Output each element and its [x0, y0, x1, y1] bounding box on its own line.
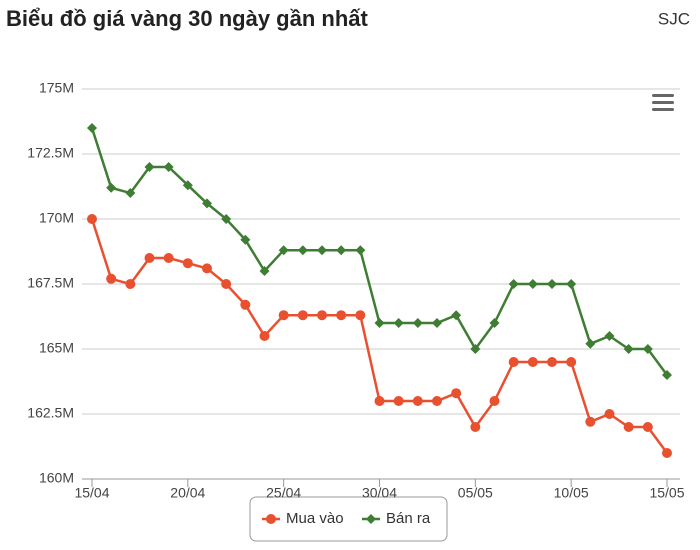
point: [297, 245, 308, 256]
point: [662, 370, 672, 380]
point: [547, 357, 557, 367]
point: [547, 279, 557, 289]
y-tick-label: 172.5M: [27, 145, 74, 161]
point: [163, 253, 174, 263]
menu-bar: [652, 101, 674, 104]
point: [604, 331, 615, 341]
point: [412, 396, 423, 406]
y-tick-label: 165M: [39, 340, 74, 356]
point: [336, 310, 347, 321]
point: [259, 331, 270, 341]
point: [623, 422, 634, 432]
point: [489, 318, 500, 328]
point: [470, 344, 481, 354]
point: [182, 180, 193, 191]
legend-box: [249, 496, 448, 542]
point: [508, 357, 519, 367]
point: [355, 245, 366, 256]
menu-button[interactable]: [650, 90, 676, 114]
point: [278, 310, 289, 321]
point: [393, 318, 404, 328]
point: [297, 310, 308, 321]
menu-bar: [652, 108, 674, 111]
point: [642, 422, 653, 432]
x-tick-label: 05/05: [458, 485, 493, 501]
point: [374, 396, 385, 406]
y-tick-label: 175M: [39, 80, 74, 96]
point: [412, 318, 423, 328]
y-tick-label: 162.5M: [27, 405, 74, 421]
point: [393, 396, 404, 406]
point: [163, 162, 174, 172]
point: [144, 253, 155, 263]
point: [125, 279, 136, 289]
y-tick-label: 170M: [39, 210, 74, 226]
y-tick-label: 160M: [39, 470, 74, 486]
point: [527, 357, 538, 367]
point: [317, 245, 327, 256]
point: [585, 338, 596, 349]
point: [451, 388, 462, 399]
legend-label[interactable]: Mua vào: [286, 510, 344, 527]
point: [527, 279, 538, 289]
legend-label[interactable]: Bán ra: [386, 510, 431, 527]
legend-marker: [266, 514, 276, 524]
point: [87, 214, 97, 224]
point: [662, 448, 672, 458]
point: [355, 310, 366, 321]
x-tick-label: 20/04: [170, 485, 205, 501]
menu-bar: [652, 94, 674, 97]
point: [566, 279, 577, 289]
point: [202, 198, 212, 209]
point: [470, 422, 481, 432]
point: [432, 396, 442, 406]
point: [144, 162, 155, 172]
point: [221, 279, 232, 289]
point: [508, 279, 519, 289]
point: [374, 318, 385, 328]
point: [240, 234, 251, 245]
point: [240, 299, 251, 310]
point: [202, 263, 212, 274]
series-line: [90, 127, 669, 376]
point: [278, 245, 289, 256]
point: [623, 344, 634, 354]
x-tick-label: 25/04: [266, 485, 301, 501]
x-tick-label: 15/04: [74, 485, 109, 501]
x-tick-label: 15/05: [649, 485, 684, 501]
x-tick-label: 10/05: [554, 485, 589, 501]
series-line: [90, 218, 669, 454]
legend-marker: [366, 514, 376, 524]
point: [106, 273, 117, 284]
point: [604, 409, 615, 419]
point: [585, 416, 596, 427]
point: [432, 318, 442, 328]
point: [221, 214, 232, 224]
point: [87, 123, 97, 133]
point: [642, 344, 653, 354]
point: [566, 357, 577, 367]
point: [125, 188, 136, 198]
point: [317, 310, 327, 321]
point: [489, 396, 500, 406]
chart-title: Biểu đồ giá vàng 30 ngày gần nhất: [6, 6, 369, 31]
chart-subtitle: SJC: [658, 9, 690, 28]
y-tick-label: 167.5M: [27, 275, 74, 291]
point: [336, 245, 347, 256]
x-tick-label: 30/04: [362, 485, 397, 501]
point: [182, 258, 193, 269]
point: [451, 310, 462, 321]
point: [106, 182, 117, 193]
point: [259, 266, 270, 276]
